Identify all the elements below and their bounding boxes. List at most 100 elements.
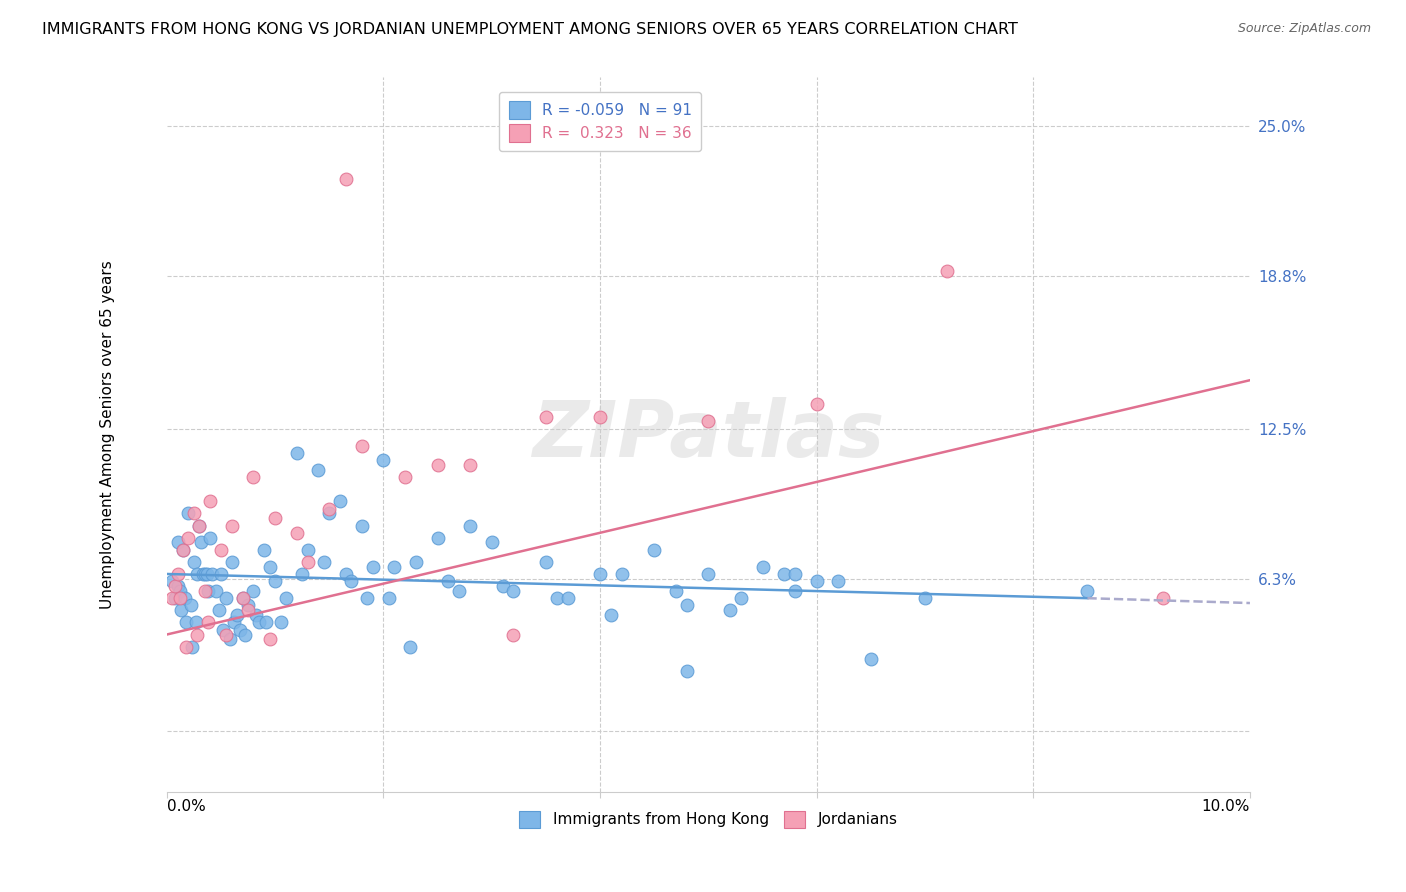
Point: [312, 555, 335, 569]
Point: [183, 555, 205, 569]
Point: [209, 566, 232, 581]
Point: [335, 566, 357, 581]
Point: [201, 566, 224, 581]
Point: [197, 583, 219, 598]
Point: [170, 603, 193, 617]
Point: [236, 599, 259, 613]
Point: [610, 566, 633, 581]
Point: [180, 640, 202, 654]
Point: [195, 566, 218, 581]
Point: [242, 470, 264, 484]
Point: [274, 591, 297, 606]
Point: [197, 615, 219, 630]
Point: [350, 518, 373, 533]
Point: [675, 664, 697, 678]
Text: Source: ZipAtlas.com: Source: ZipAtlas.com: [1237, 22, 1371, 36]
Point: [215, 627, 238, 641]
Text: 10.0%: 10.0%: [1202, 799, 1250, 814]
Point: [426, 531, 449, 545]
Point: [546, 591, 568, 606]
Point: [589, 566, 612, 581]
Point: [183, 507, 205, 521]
Point: [191, 566, 214, 581]
Point: [198, 494, 221, 508]
Point: [806, 574, 828, 589]
Point: [174, 591, 197, 606]
Point: [373, 453, 395, 467]
Point: [697, 566, 720, 581]
Point: [449, 583, 471, 598]
Point: [399, 640, 422, 654]
Point: [165, 591, 187, 606]
Point: [245, 608, 267, 623]
Point: [599, 608, 621, 623]
Point: [783, 566, 806, 581]
Point: [557, 591, 579, 606]
Point: [160, 591, 183, 606]
Point: [914, 591, 936, 606]
Point: [177, 531, 200, 545]
Point: [233, 627, 256, 641]
Point: [643, 542, 665, 557]
Point: [172, 542, 194, 557]
Point: [307, 463, 329, 477]
Point: [382, 559, 405, 574]
Point: [270, 615, 292, 630]
Point: [184, 615, 207, 630]
Point: [180, 599, 202, 613]
Point: [194, 583, 217, 598]
Point: [247, 615, 270, 630]
Point: [229, 623, 252, 637]
Point: [491, 579, 513, 593]
Point: [212, 623, 235, 637]
Point: [166, 566, 188, 581]
Point: [190, 535, 212, 549]
Point: [174, 640, 197, 654]
Point: [242, 583, 264, 598]
Point: [356, 591, 378, 606]
Point: [236, 603, 259, 617]
Point: [329, 494, 352, 508]
Point: [232, 591, 254, 606]
Point: [361, 559, 384, 574]
Legend: Immigrants from Hong Kong, Jordanians: Immigrants from Hong Kong, Jordanians: [513, 805, 904, 834]
Point: [221, 518, 243, 533]
Point: [169, 591, 191, 606]
Point: [675, 599, 697, 613]
Point: [806, 397, 828, 411]
Point: [773, 566, 796, 581]
Point: [194, 566, 217, 581]
Point: [204, 583, 226, 598]
Text: 0.0%: 0.0%: [167, 799, 205, 814]
Point: [259, 559, 281, 574]
Point: [458, 518, 481, 533]
Point: [218, 632, 240, 647]
Point: [188, 518, 211, 533]
Point: [253, 542, 276, 557]
Point: [165, 579, 187, 593]
Point: [285, 525, 308, 540]
Point: [259, 632, 281, 647]
Point: [534, 409, 557, 424]
Point: [186, 566, 208, 581]
Point: [350, 439, 373, 453]
Text: IMMIGRANTS FROM HONG KONG VS JORDANIAN UNEMPLOYMENT AMONG SENIORS OVER 65 YEARS : IMMIGRANTS FROM HONG KONG VS JORDANIAN U…: [42, 22, 1018, 37]
Text: Unemployment Among Seniors over 65 years: Unemployment Among Seniors over 65 years: [100, 260, 115, 609]
Text: ZIPatlas: ZIPatlas: [533, 397, 884, 473]
Point: [226, 608, 249, 623]
Point: [169, 583, 191, 598]
Point: [221, 555, 243, 569]
Point: [222, 615, 245, 630]
Point: [665, 583, 688, 598]
Point: [198, 531, 221, 545]
Point: [437, 574, 460, 589]
Point: [697, 414, 720, 428]
Point: [208, 603, 231, 617]
Point: [160, 574, 183, 589]
Point: [264, 511, 287, 525]
Point: [232, 591, 254, 606]
Point: [177, 507, 200, 521]
Point: [378, 591, 401, 606]
Point: [1152, 591, 1174, 606]
Point: [297, 555, 319, 569]
